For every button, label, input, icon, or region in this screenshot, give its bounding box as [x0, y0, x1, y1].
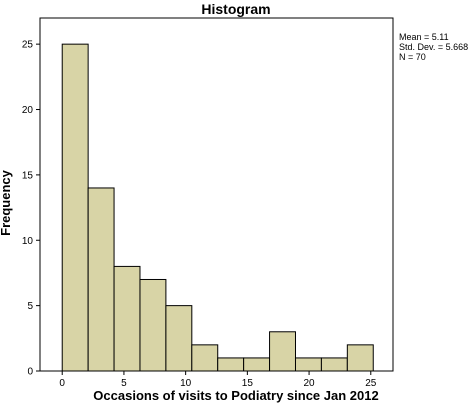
y-axis-title: Frequency	[0, 169, 13, 236]
y-tick-label-10: 10	[22, 236, 34, 247]
x-tick-label-20: 20	[304, 378, 316, 389]
histogram-bar-10	[320, 357, 348, 372]
histogram-bar-8	[269, 331, 296, 372]
histogram-bar-4	[165, 305, 193, 372]
histogram-bar-11	[346, 344, 374, 372]
x-tick-label-0: 0	[59, 378, 65, 389]
histogram-bar-1	[87, 187, 115, 372]
histogram-bar-2	[113, 265, 141, 372]
histogram-bar-9	[294, 357, 322, 372]
histogram-bar-5	[191, 344, 219, 372]
stat-std-dev: Std. Dev. = 5.668	[399, 42, 468, 52]
y-tick-label-5: 5	[27, 301, 33, 312]
stat-n: N = 70	[399, 52, 426, 62]
histogram-bar-6	[217, 357, 245, 372]
x-tick-label-25: 25	[365, 378, 377, 389]
plot-frame	[39, 17, 394, 372]
stat-mean: Mean = 5.11	[399, 32, 449, 42]
chart-title: Histogram	[201, 1, 270, 17]
y-tick-label-25: 25	[22, 40, 34, 51]
plot-area: 0 5 10 15 20 25 0 5 10 15 20 25	[22, 17, 394, 389]
y-tick-label-20: 20	[22, 105, 34, 116]
x-tick-label-15: 15	[242, 378, 254, 389]
histogram-bar-0	[61, 43, 89, 372]
histogram-bar-7	[243, 357, 271, 372]
x-axis-title: Occasions of visits to Podiatry since Ja…	[93, 388, 378, 403]
histogram-bar-3	[139, 278, 167, 372]
x-tick-label-10: 10	[180, 378, 192, 389]
x-tick-label-5: 5	[121, 378, 127, 389]
y-tick-label-0: 0	[27, 367, 33, 378]
y-tick-label-15: 15	[22, 170, 34, 181]
